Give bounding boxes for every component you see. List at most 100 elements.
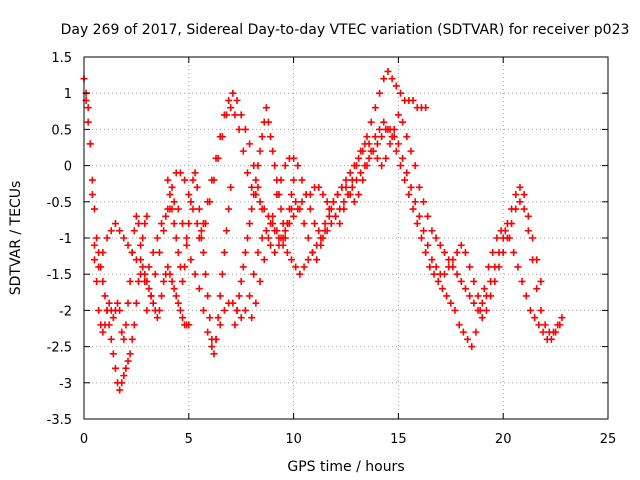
data-point — [401, 176, 409, 184]
y-tick-label: 1 — [64, 87, 72, 102]
data-point — [285, 205, 293, 213]
y-tick-label: 0 — [64, 160, 72, 175]
data-point — [99, 277, 107, 285]
data-point — [216, 133, 224, 141]
data-point — [336, 220, 344, 228]
data-point — [512, 191, 520, 199]
data-point — [132, 212, 140, 220]
data-point — [296, 205, 304, 213]
data-point — [438, 285, 446, 293]
data-point — [292, 263, 300, 271]
data-point — [428, 256, 436, 264]
data-point — [132, 256, 140, 264]
data-point — [248, 205, 256, 213]
data-point — [264, 234, 272, 242]
data-point — [114, 299, 122, 307]
data-point — [202, 270, 210, 278]
data-point — [206, 314, 214, 322]
data-point — [547, 335, 555, 343]
data-point — [315, 183, 323, 191]
data-point — [187, 198, 195, 206]
data-point — [88, 191, 96, 199]
data-point — [537, 277, 545, 285]
data-point — [491, 263, 499, 271]
data-point — [204, 198, 212, 206]
data-point — [449, 256, 457, 264]
data-point — [537, 306, 545, 314]
data-point — [296, 270, 304, 278]
data-point — [281, 234, 289, 242]
data-point — [132, 299, 140, 307]
data-point — [181, 176, 189, 184]
data-point — [453, 248, 461, 256]
data-point — [174, 205, 182, 213]
data-point — [189, 205, 197, 213]
data-point — [306, 205, 314, 213]
data-point — [275, 191, 283, 199]
data-point — [409, 205, 417, 213]
data-point — [520, 205, 528, 213]
data-point — [365, 140, 373, 148]
data-point — [415, 183, 423, 191]
data-point — [336, 205, 344, 213]
data-point — [237, 277, 245, 285]
data-point — [111, 220, 119, 228]
data-point — [256, 277, 264, 285]
data-point — [520, 191, 528, 199]
data-point — [126, 350, 134, 358]
data-point — [288, 191, 296, 199]
data-point — [197, 227, 205, 235]
data-point — [126, 277, 134, 285]
data-point — [233, 306, 241, 314]
data-point — [124, 241, 132, 249]
data-point — [344, 191, 352, 199]
data-point — [153, 234, 161, 242]
data-point — [407, 147, 415, 155]
data-point — [424, 241, 432, 249]
y-tick-label: -0.5 — [47, 196, 72, 211]
data-point — [531, 314, 539, 322]
data-point — [524, 227, 532, 235]
data-point — [346, 169, 354, 177]
data-point — [472, 328, 480, 336]
data-point — [193, 220, 201, 228]
data-point — [394, 140, 402, 148]
data-point — [453, 270, 461, 278]
data-point — [380, 118, 388, 126]
data-point — [155, 306, 163, 314]
data-point — [290, 212, 298, 220]
data-point — [319, 234, 327, 242]
data-point — [118, 328, 126, 336]
data-point — [489, 248, 497, 256]
data-point — [466, 292, 474, 300]
data-point — [459, 328, 467, 336]
data-point — [151, 270, 159, 278]
data-point — [116, 227, 124, 235]
data-point — [373, 140, 381, 148]
data-point — [130, 321, 138, 329]
data-point — [359, 176, 367, 184]
data-point — [533, 285, 541, 293]
data-point — [187, 256, 195, 264]
y-tick-label: -3 — [59, 377, 72, 392]
data-point — [290, 176, 298, 184]
y-tick-label: -2 — [59, 304, 72, 319]
data-point — [86, 140, 94, 148]
data-point — [432, 234, 440, 242]
data-point — [141, 277, 149, 285]
data-point — [340, 198, 348, 206]
data-point — [99, 328, 107, 336]
data-point — [478, 314, 486, 322]
data-point — [199, 306, 207, 314]
data-point — [367, 118, 375, 126]
data-point — [273, 227, 281, 235]
data-point — [508, 205, 516, 213]
series-s7 — [164, 169, 235, 358]
data-point — [218, 270, 226, 278]
data-point — [405, 191, 413, 199]
data-point — [281, 227, 289, 235]
data-point — [172, 292, 180, 300]
data-point — [403, 133, 411, 141]
data-point — [371, 104, 379, 112]
